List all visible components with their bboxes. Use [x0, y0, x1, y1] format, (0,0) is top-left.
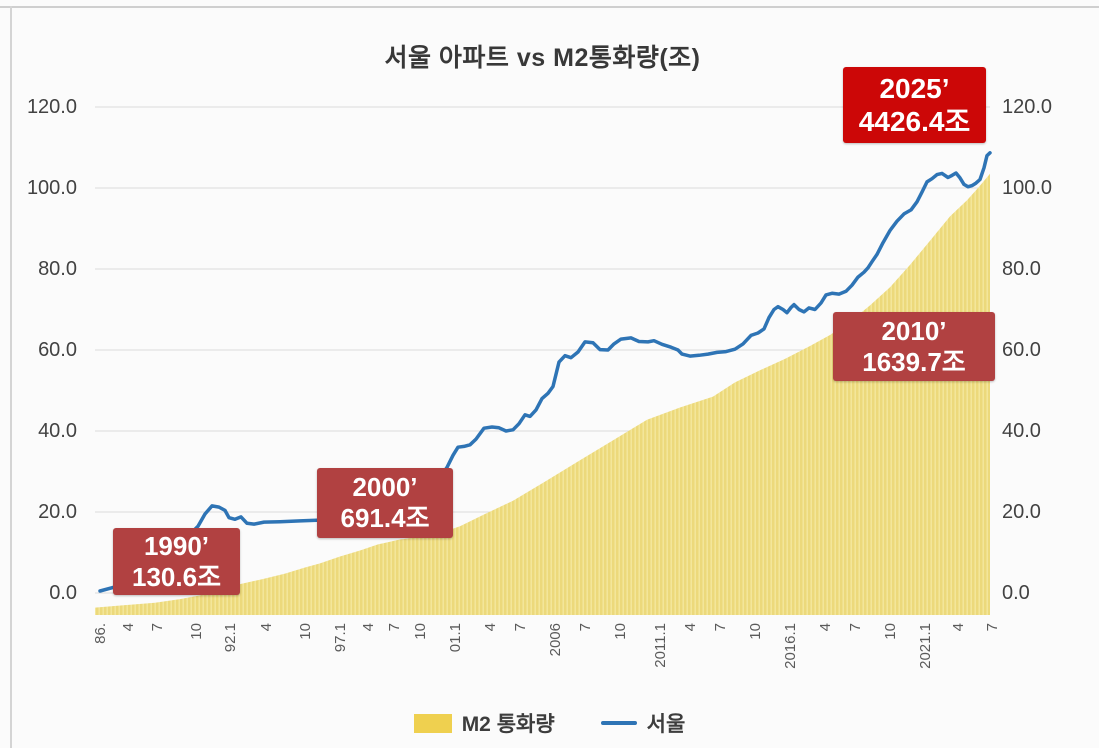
- x-tick-label: 7: [149, 623, 166, 632]
- y-tick-label-right: 80.0: [1002, 258, 1041, 280]
- annotation-1990-year: 1990’: [143, 530, 210, 561]
- y-tick-label-left: 100.0: [26, 177, 77, 199]
- y-tick-label-left: 60.0: [38, 339, 77, 361]
- y-tick-label-left: 40.0: [38, 420, 77, 442]
- y-tick-label-right: 40.0: [1002, 420, 1041, 442]
- annotation-2000-value: 691.4조: [340, 503, 430, 533]
- x-tick-label: 10: [188, 623, 205, 640]
- legend-label-seoul: 서울: [646, 713, 686, 736]
- m2-area-series: [95, 173, 990, 616]
- seoul-line-swatch-icon: [600, 721, 637, 725]
- x-tick-label: 86.: [92, 623, 109, 644]
- annotation-2010-value: 1639.7조: [862, 346, 966, 377]
- x-tick-label: 2021.1: [917, 623, 934, 669]
- x-tick-label: 10: [297, 623, 314, 640]
- x-tick-label: 2011.1: [652, 623, 669, 668]
- x-tick-label: 10: [412, 623, 429, 640]
- x-tick-label: 7: [847, 623, 864, 632]
- annotation-1990: 1990’ 130.6조: [113, 528, 240, 595]
- annotation-2000-year: 2000’: [352, 472, 418, 503]
- x-tick-label: 4: [682, 623, 699, 632]
- y-tick-label-left: 0.0: [49, 582, 77, 604]
- x-tick-label: 7: [386, 623, 403, 632]
- x-tick-label: 7: [512, 623, 529, 632]
- y-tick-label-left: 20.0: [38, 501, 77, 523]
- x-tick-label: 10: [747, 623, 764, 640]
- x-tick-label: 4: [482, 623, 499, 632]
- x-tick-label: 10: [612, 623, 629, 640]
- m2-area-swatch-icon: [413, 713, 452, 733]
- x-tick-label: 97.1: [332, 623, 349, 653]
- x-tick-label: 92.1: [222, 623, 239, 653]
- chart-legend: M2 통화량 서울: [0, 706, 1099, 740]
- annotation-1990-value: 130.6조: [132, 561, 221, 592]
- y-tick-label-right: 60.0: [1002, 339, 1041, 361]
- frame-top-line: [0, 6, 1099, 8]
- chart-title: 서울 아파트 vs M2통화량(조): [384, 44, 701, 72]
- legend-item-seoul: 서울: [600, 708, 686, 738]
- x-tick-label: 01.1: [447, 623, 464, 653]
- seoul-line-series: [98, 151, 992, 593]
- legend-item-m2: M2 통화량: [413, 708, 555, 738]
- annotation-2025-year: 2025’: [879, 72, 950, 104]
- annotation-2025: 2025’ 4426.4조: [843, 67, 986, 143]
- x-tick-label: 4: [817, 623, 834, 632]
- y-tick-label-right: 120.0: [1002, 96, 1053, 118]
- y-tick-label-right: 0.0: [1002, 582, 1030, 604]
- x-tick-label: 2016.1: [782, 623, 799, 669]
- x-tick-label: 7: [712, 623, 729, 632]
- legend-label-m2: M2 통화량: [461, 713, 555, 736]
- x-tick-label: 2006: [547, 623, 564, 657]
- y-tick-label-left: 120.0: [26, 96, 77, 118]
- y-tick-label-right: 100.0: [1002, 177, 1053, 199]
- annotation-2025-value: 4426.4조: [858, 106, 971, 137]
- y-tick-label-right: 20.0: [1002, 501, 1041, 523]
- x-tick-label: 10: [882, 623, 899, 640]
- frame-left-line: [10, 6, 12, 748]
- annotation-2010: 2010’ 1639.7조: [833, 312, 995, 381]
- y-tick-label-left: 80.0: [38, 258, 77, 280]
- annotation-2010-year: 2010’: [881, 315, 947, 346]
- x-tick-label: 7: [577, 623, 594, 632]
- x-tick-label: 4: [950, 623, 967, 632]
- x-tick-label: 4: [360, 623, 377, 632]
- x-tick-label: 7: [984, 623, 1001, 632]
- x-tick-label: 4: [120, 623, 137, 632]
- annotation-2000: 2000’ 691.4조: [317, 468, 453, 538]
- x-tick-label: 4: [258, 623, 275, 632]
